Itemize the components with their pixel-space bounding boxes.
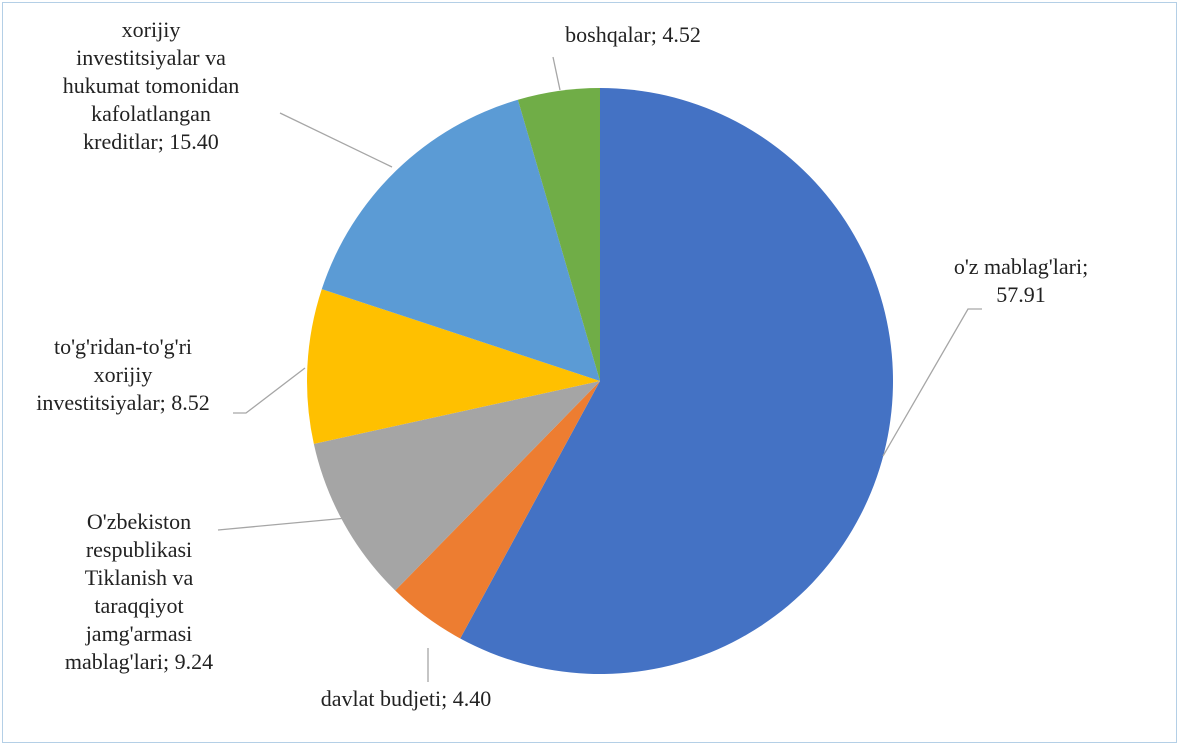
leader-line-3 bbox=[217, 517, 348, 531]
data-label-line: O'zbekiston bbox=[87, 509, 191, 534]
data-label-4: to'g'ridan-to'g'ri xorijiy investitsiyalar… bbox=[36, 334, 210, 415]
data-label-2: davlat budjeti; 4.40 bbox=[321, 686, 491, 711]
pie-slice-1 bbox=[460, 88, 894, 674]
data-label-line: 57.91 bbox=[996, 282, 1046, 307]
pie-slices bbox=[307, 88, 894, 674]
data-labels: o'z mablag'lari; 57.91 davlat budjeti; 4.4… bbox=[36, 17, 1088, 711]
pie-slice-5 bbox=[321, 99, 600, 382]
data-label-line: xorijiy bbox=[94, 362, 153, 387]
data-label-1: o'z mablag'lari; 57.91 bbox=[954, 254, 1088, 307]
data-label-line: davlat budjeti; 4.40 bbox=[321, 686, 491, 711]
data-label-line: kafolatlangan bbox=[91, 101, 211, 126]
data-label-line: o'z mablag'lari; bbox=[954, 254, 1088, 279]
data-label-line: boshqalar; 4.52 bbox=[565, 22, 701, 47]
data-label-line: jamg'armasi bbox=[85, 621, 193, 646]
pie-slice-6 bbox=[517, 88, 600, 381]
data-label-line: xorijiy bbox=[122, 17, 181, 42]
leader-line-5 bbox=[279, 112, 393, 168]
data-label-line: Tiklanish va bbox=[85, 565, 194, 590]
data-label-line: taraqqiyot bbox=[94, 593, 183, 618]
data-label-5: xorijiy investitsiyalar va hukumat tomonid… bbox=[63, 17, 240, 154]
data-label-line: kreditlar; 15.40 bbox=[83, 129, 219, 154]
pie-slice-3 bbox=[313, 381, 600, 591]
leader-line-4 bbox=[233, 367, 306, 414]
data-label-3: O'zbekiston respublikasi Tiklanish va taraq… bbox=[65, 509, 213, 674]
leader-lines bbox=[217, 56, 982, 682]
data-label-6: boshqalar; 4.52 bbox=[565, 22, 701, 47]
leader-line-6 bbox=[552, 56, 561, 91]
data-label-line: hukumat tomonidan bbox=[63, 73, 240, 98]
data-label-line: investitsiyalar; 8.52 bbox=[36, 390, 210, 415]
data-label-line: respublikasi bbox=[86, 537, 192, 562]
data-label-line: investitsiyalar va bbox=[76, 45, 226, 70]
pie-slice-2 bbox=[395, 381, 600, 639]
data-label-line: mablag'lari; 9.24 bbox=[65, 649, 213, 674]
data-label-line: to'g'ridan-to'g'ri bbox=[54, 334, 192, 359]
leader-line-1 bbox=[882, 308, 982, 457]
pie-slice-4 bbox=[307, 289, 600, 444]
